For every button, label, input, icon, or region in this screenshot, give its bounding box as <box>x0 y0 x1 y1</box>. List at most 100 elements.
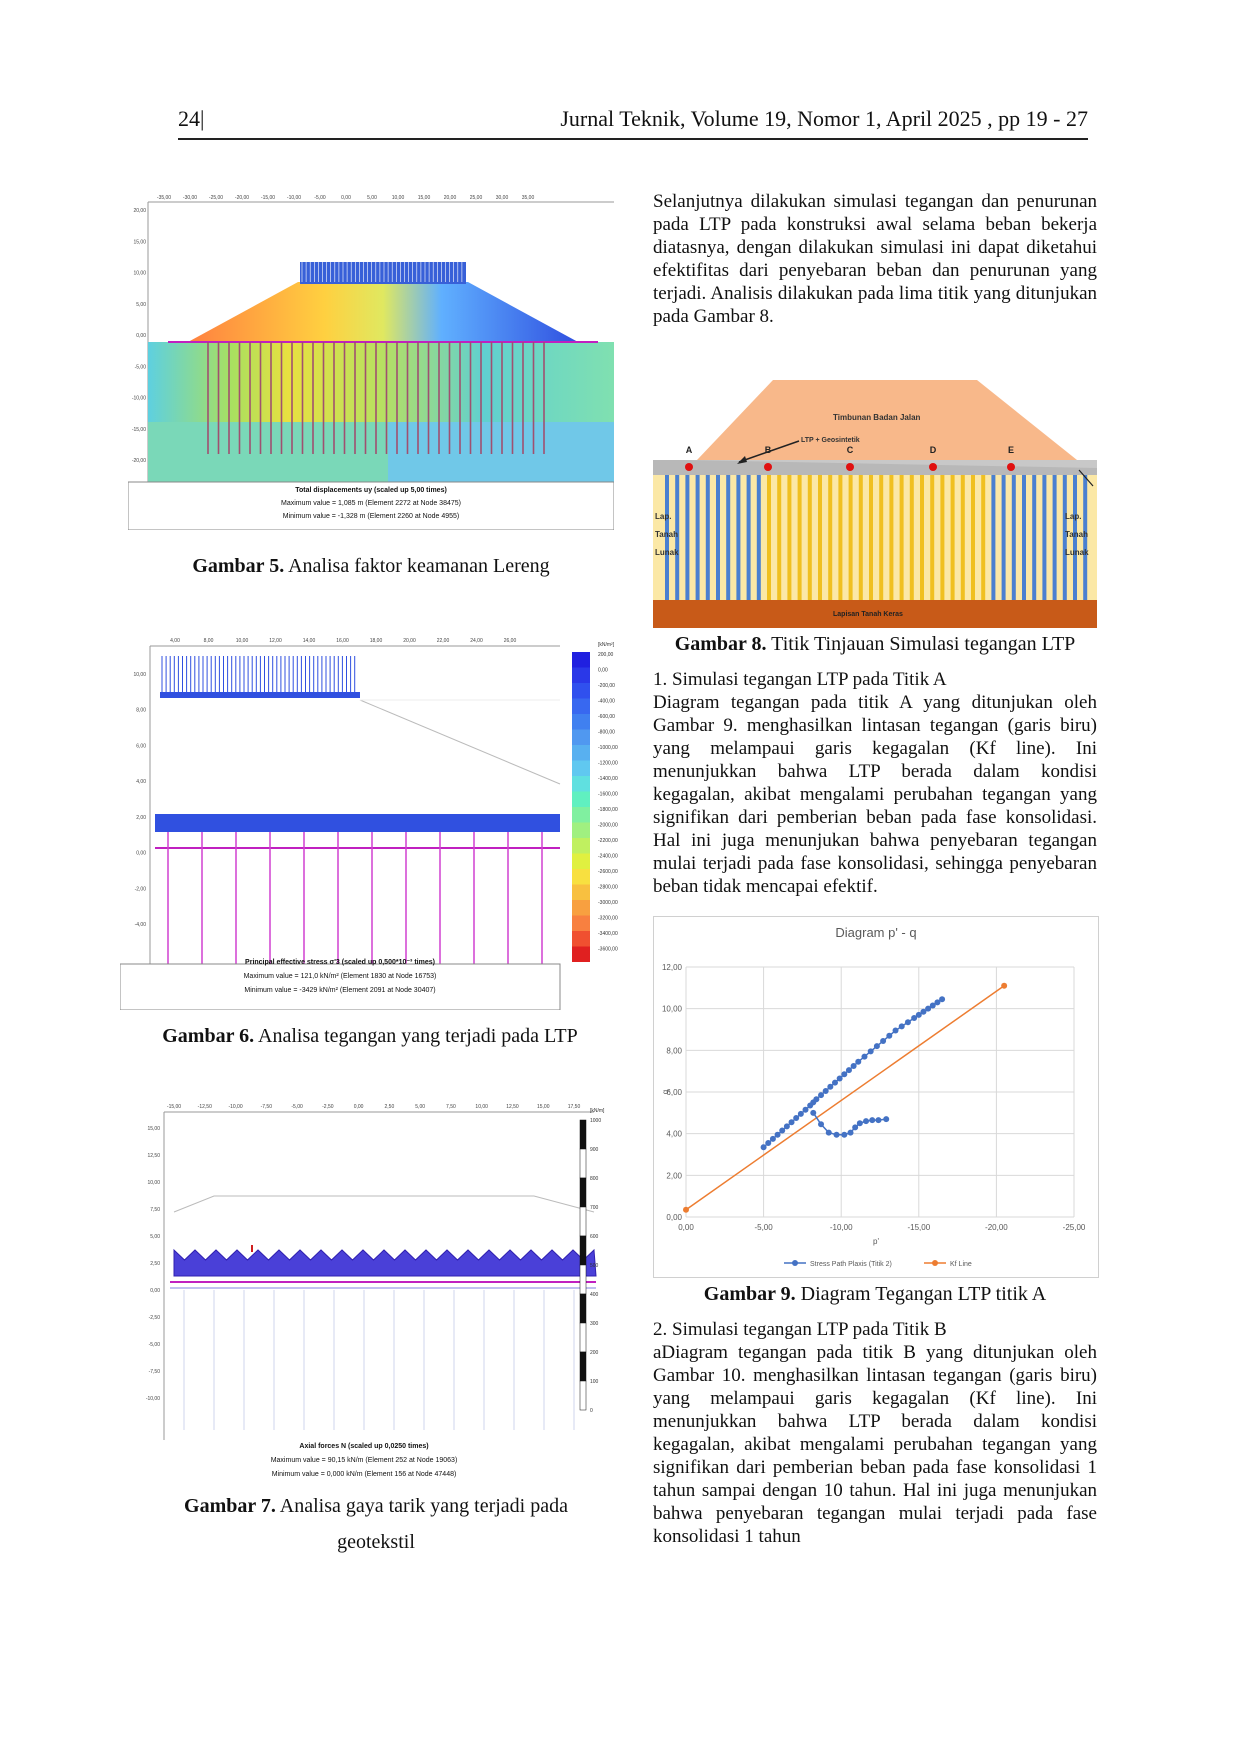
stress-path-branch-point <box>852 1124 859 1131</box>
pile <box>889 475 894 600</box>
x-tick-label: -10,00 <box>830 1223 853 1232</box>
pile <box>787 475 792 600</box>
scale-swatch <box>572 776 590 792</box>
top-tick-label: 2,50 <box>385 1104 395 1110</box>
scale-value: 0 <box>590 1408 593 1414</box>
top-tick-label: 12,00 <box>269 638 282 644</box>
pile <box>1001 475 1006 600</box>
fig8-soft-left-1: Lap. <box>655 512 671 521</box>
top-tick-label: -35,00 <box>157 195 171 201</box>
stress-path-point <box>934 999 941 1006</box>
top-tick-label: 16,00 <box>336 638 349 644</box>
scale-swatch <box>572 714 590 730</box>
left-tick-label: 5,00 <box>150 1234 160 1240</box>
fig8-soft-left-2: Tanah <box>655 530 678 539</box>
fig7-legend-max: Maximum value = 90,15 kN/m (Element 252 … <box>270 1457 458 1464</box>
pile <box>1062 475 1067 600</box>
stress-path-point <box>765 1140 772 1147</box>
pile <box>940 475 945 600</box>
pq-diagram: Diagram p' - q 0,00 2,00 4,00 6,00 8,00 10,00 1… <box>661 925 1086 1268</box>
scale-value: -3000,00 <box>598 900 618 906</box>
pile <box>869 475 873 600</box>
left-tick-label: 6,00 <box>136 743 146 749</box>
stress-path-branch-point <box>863 1118 870 1125</box>
figure-7: -15,00 -12,50 -10,00 -7,50 -5,00 -2,50 0,00 2,5… <box>134 1100 618 1490</box>
pile <box>828 475 833 600</box>
left-tick-label: 12,50 <box>147 1153 160 1159</box>
top-tick-label: 20,00 <box>403 638 416 644</box>
scale-value: -3600,00 <box>598 947 618 953</box>
pile <box>1083 475 1088 600</box>
stress-path-point <box>831 1079 838 1086</box>
intro-paragraph: Selanjutnya dilakukan simulasi tegangan … <box>653 191 1097 327</box>
scale-value: 800 <box>590 1176 599 1182</box>
pile <box>675 475 680 600</box>
pile <box>716 475 720 600</box>
scale-swatch <box>572 745 590 761</box>
figure-5: -35,00 -30,00 -25,00 -20,00 -15,00 -10,00 -5,0… <box>127 192 615 531</box>
point-marker-a <box>685 463 693 471</box>
top-tick-label: 5,00 <box>367 195 377 201</box>
stress-path-point <box>850 1062 857 1069</box>
scale-value: -400,00 <box>598 699 615 705</box>
left-tick-label: 4,00 <box>136 779 146 785</box>
stress-path-point <box>788 1119 795 1126</box>
scale-value: -2000,00 <box>598 823 618 829</box>
stress-path-branch-point <box>810 1109 817 1116</box>
scale-value: -1600,00 <box>598 792 618 798</box>
left-tick-label: -7,50 <box>149 1369 161 1375</box>
stress-path-point <box>915 1011 922 1018</box>
left-tick-label: 8,00 <box>136 708 146 714</box>
pile <box>960 475 965 600</box>
pile <box>899 475 904 600</box>
point-label-c: C <box>847 445 854 455</box>
top-tick-label: 30,00 <box>496 195 509 201</box>
pile <box>1073 475 1077 600</box>
pile <box>930 475 935 600</box>
pile <box>909 475 914 600</box>
stress-path-branch-point <box>875 1117 882 1124</box>
stress-path-point <box>779 1127 786 1134</box>
scale-swatch <box>572 838 590 854</box>
left-tick-label: -10,00 <box>132 396 146 402</box>
scale-swatch <box>572 698 590 714</box>
stress-path-point <box>827 1083 834 1090</box>
left-tick-label: 10,00 <box>133 271 146 277</box>
point-marker-e <box>1007 463 1015 471</box>
top-tick-label: 10,00 <box>475 1104 488 1110</box>
fig7-legend-title: Axial forces N (scaled up 0,0250 times) <box>299 1443 429 1450</box>
top-tick-label: 7,50 <box>446 1104 456 1110</box>
top-tick-label: 0,00 <box>341 195 351 201</box>
scale-value: 700 <box>590 1205 599 1211</box>
top-tick-label: -25,00 <box>209 195 223 201</box>
scale-value: 500 <box>590 1263 599 1269</box>
pile <box>981 475 986 600</box>
kf-point <box>1001 982 1008 989</box>
left-tick-label: -2,50 <box>149 1315 161 1321</box>
point-label-b: B <box>765 445 772 455</box>
left-tick-label: 2,50 <box>150 1261 160 1267</box>
fig7-legend-min: Minimum value = 0,000 kN/m (Element 156 … <box>271 1471 457 1478</box>
fig8-soft-right-3: Lunak <box>1065 548 1089 557</box>
scale-value: -2600,00 <box>598 869 618 875</box>
top-tick-label: 22,00 <box>437 638 450 644</box>
left-tick-label: 20,00 <box>133 208 146 214</box>
pile <box>736 475 741 600</box>
scale-swatch <box>579 1264 587 1295</box>
left-tick-label: 0,00 <box>136 333 146 339</box>
scale-swatch <box>572 900 590 916</box>
left-tick-label: -2,00 <box>135 886 147 892</box>
stress-path-point <box>867 1048 874 1055</box>
stress-path-point <box>880 1037 887 1044</box>
pile <box>971 475 975 600</box>
left-tick-label: -15,00 <box>132 427 146 433</box>
scale-swatch <box>572 683 590 699</box>
left-tick-label: 0,00 <box>150 1288 160 1294</box>
scale-swatch <box>579 1119 587 1150</box>
stress-path-point <box>898 1023 905 1030</box>
pile <box>818 475 822 600</box>
scale-value: -800,00 <box>598 730 615 736</box>
stress-path-point <box>886 1032 893 1039</box>
pile <box>838 475 843 600</box>
top-tick-label: -12,50 <box>198 1104 212 1110</box>
